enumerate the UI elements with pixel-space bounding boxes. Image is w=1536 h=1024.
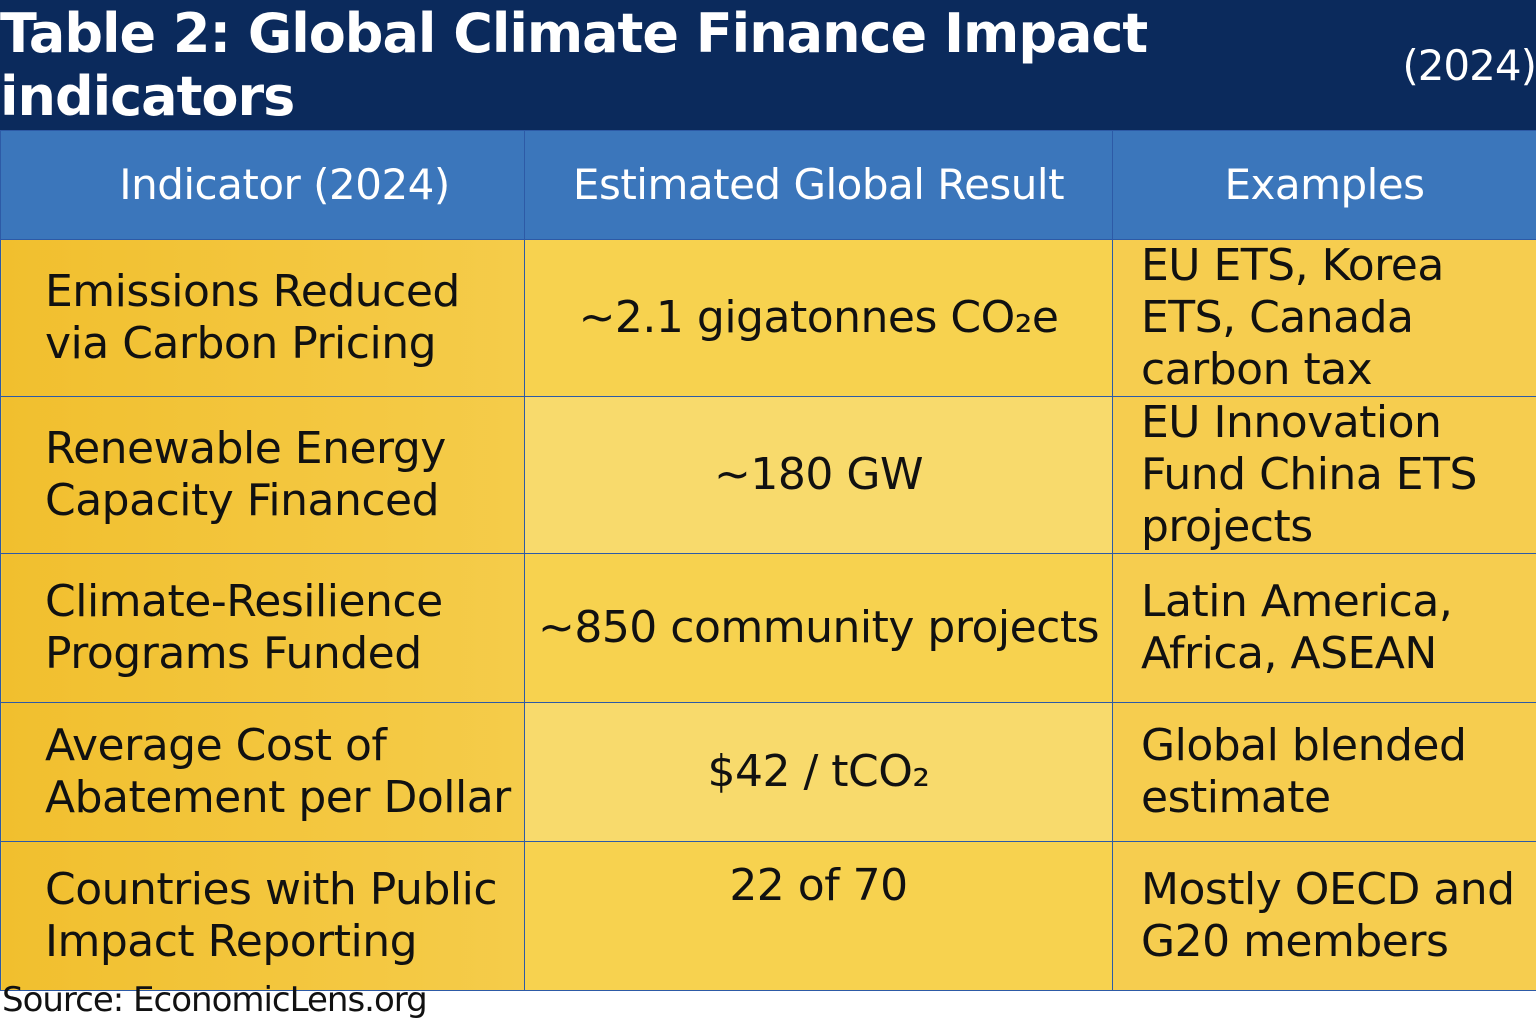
indicator-cell: Climate-Resilience Programs Funded (0, 553, 525, 703)
examples-cell: Latin America, Africa, ASEAN (1112, 553, 1536, 703)
table-row: Countries with Public Impact Reporting 22… (0, 841, 1536, 991)
header-row: Indicator (2024) Estimated Global Result… (0, 130, 1536, 240)
impact-table: Indicator (2024) Estimated Global Result… (0, 130, 1536, 991)
result-cell: 22 of 70 (524, 841, 1113, 991)
indicator-cell: Emissions Reduced via Carbon Pricing (0, 239, 525, 397)
result-cell: ~850 community projects (524, 553, 1113, 703)
examples-cell: Mostly OECD and G20 members (1112, 841, 1536, 991)
title-text: Table 2: Global Climate Finance Impact i… (0, 2, 1148, 128)
column-header: Estimated Global Result (524, 130, 1113, 240)
examples-cell: EU ETS, Korea ETS, Canada carbon tax (1112, 239, 1536, 397)
table-title: Table 2: Global Climate Finance Impact i… (0, 0, 1536, 130)
table-row: Renewable Energy Capacity Financed ~180 G… (0, 396, 1536, 554)
indicator-cell: Countries with Public Impact Reporting (0, 841, 525, 991)
indicator-cell: Renewable Energy Capacity Financed (0, 396, 525, 554)
column-header: Indicator (2024) (0, 130, 525, 240)
source-note: Source: EconomicLens.org (2, 980, 428, 1020)
examples-cell: EU Innovation Fund China ETS projects (1112, 396, 1536, 554)
result-cell: $42 / tCO₂ (524, 702, 1113, 842)
result-cell: ~180 GW (524, 396, 1113, 554)
table-row: Average Cost of Abatement per Dollar $42 … (0, 702, 1536, 842)
result-cell: ~2.1 gigatonnes CO₂e (524, 239, 1113, 397)
indicator-cell: Average Cost of Abatement per Dollar (0, 702, 525, 842)
column-header: Examples (1112, 130, 1536, 240)
table-row: Climate-Resilience Programs Funded ~850 c… (0, 553, 1536, 703)
title-year: (2024) (1402, 40, 1536, 90)
table-row: Emissions Reduced via Carbon Pricing ~2.1… (0, 239, 1536, 397)
examples-cell: Global blended estimate (1112, 702, 1536, 842)
